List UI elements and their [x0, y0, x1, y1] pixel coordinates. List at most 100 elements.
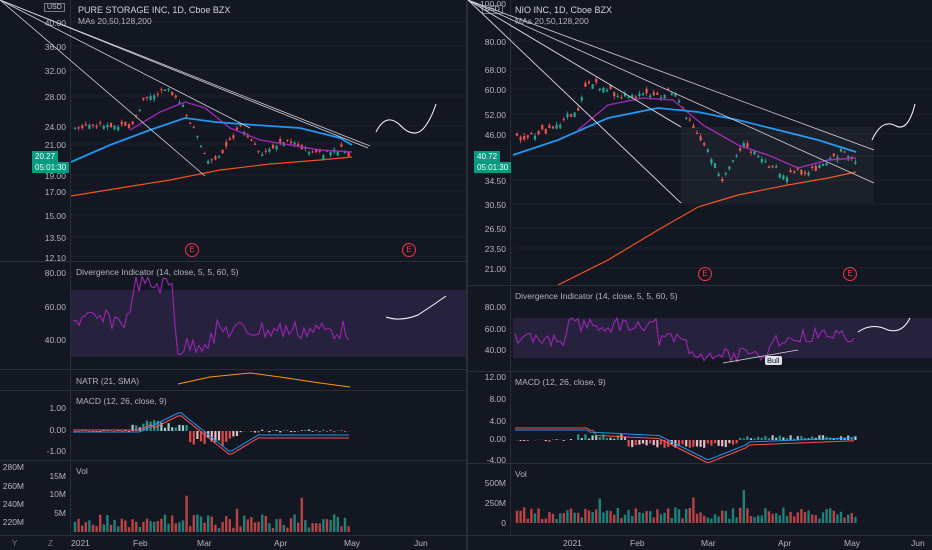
- volume-bar: [293, 514, 296, 532]
- volume-bar: [616, 507, 619, 523]
- left-chart-pane[interactable]: 40.00 36.00 32.00 28.00 24.00 21.00 19.0…: [0, 0, 466, 550]
- volume-bar: [670, 517, 673, 523]
- macd-histogram-bar: [782, 437, 785, 440]
- volume-bar: [641, 513, 645, 523]
- right-chart-canvas[interactable]: [468, 0, 932, 536]
- candle-body: [196, 135, 199, 138]
- volume-bar: [843, 517, 846, 523]
- volume-bar: [767, 511, 771, 523]
- volume-title[interactable]: Vol: [76, 466, 88, 476]
- candle-body: [225, 142, 228, 147]
- candle-body: [735, 155, 738, 157]
- price-label: 21.00: [484, 264, 506, 274]
- candle-body: [297, 143, 300, 146]
- volume-bar: [724, 511, 727, 523]
- divergence-indicator-title[interactable]: Divergence Indicator (14, close, 5, 5, 6…: [76, 267, 239, 277]
- time-label: Feb: [133, 538, 148, 548]
- volume-bar: [232, 527, 235, 532]
- macd-histogram-bar: [598, 436, 601, 440]
- candle-body: [81, 125, 84, 129]
- volume-bar: [749, 516, 753, 523]
- volume-bar: [803, 512, 807, 523]
- earnings-marker[interactable]: E: [698, 267, 712, 281]
- earnings-marker[interactable]: E: [843, 267, 857, 281]
- volume-title[interactable]: Vol: [515, 469, 527, 479]
- candle-body: [203, 152, 206, 155]
- right-chart-pane[interactable]: 100.00 80.00 68.00 60.00 52.00 46.00 34.…: [466, 0, 932, 550]
- macd-histogram-bar: [232, 431, 235, 437]
- macd-histogram-bar: [171, 427, 174, 431]
- candle-body: [275, 145, 278, 150]
- candle-body: [793, 171, 796, 173]
- candle-body: [753, 151, 756, 155]
- candle-body: [145, 96, 149, 99]
- volume-bar: [854, 516, 857, 523]
- volume-bar: [153, 521, 156, 532]
- candle-body: [73, 127, 77, 129]
- macd-title[interactable]: MACD (12, 26, close, 9): [76, 396, 167, 406]
- natr-title[interactable]: NATR (21, SMA): [76, 376, 140, 386]
- left-chart-canvas[interactable]: [0, 0, 466, 536]
- natr-line: [177, 372, 351, 388]
- ma-legend[interactable]: MAs 20,50,128,200: [515, 16, 589, 26]
- divergence-indicator-title[interactable]: Divergence Indicator (14, close, 5, 5, 6…: [515, 291, 678, 301]
- candle-body: [99, 122, 102, 124]
- candle-body: [667, 88, 670, 90]
- macd-histogram-bar: [605, 438, 609, 440]
- left-price-axis[interactable]: 40.00 36.00 32.00 28.00 24.00 21.00 19.0…: [0, 0, 71, 536]
- zoom-toggle[interactable]: Z: [48, 539, 53, 548]
- volume-bar: [81, 525, 84, 532]
- price-label: 52.00: [484, 110, 506, 120]
- earnings-marker[interactable]: E: [185, 243, 199, 257]
- volume-bar: [674, 507, 677, 523]
- symbol-title[interactable]: NIO INC, 1D, Cboe BZX: [515, 5, 613, 15]
- macd-title[interactable]: MACD (12, 26, close, 9): [515, 377, 606, 387]
- volume-bar: [163, 514, 167, 532]
- macd-histogram-bar: [613, 438, 616, 440]
- earnings-marker[interactable]: E: [402, 243, 416, 257]
- signal-line: [73, 415, 349, 455]
- volume-bar: [667, 508, 670, 523]
- div-label: 80.00: [484, 302, 506, 312]
- candle-body: [307, 152, 311, 155]
- time-axis[interactable]: 2021 Feb Mar Apr May Jun: [468, 535, 932, 550]
- candle-body: [340, 144, 343, 147]
- price-label: 30.50: [484, 200, 506, 210]
- signal-line: [515, 427, 855, 464]
- volume-bar: [706, 517, 709, 523]
- volume-bar: [181, 520, 185, 532]
- macd-histogram-bar: [325, 431, 329, 432]
- macd-histogram-bar: [167, 423, 170, 431]
- volume-bar: [825, 509, 828, 523]
- volume-bar: [311, 522, 314, 532]
- macd-histogram-bar: [138, 427, 141, 431]
- symbol-title[interactable]: PURE STORAGE INC, 1D, Cboe BZX: [78, 5, 231, 15]
- candle-body: [264, 150, 267, 153]
- macd-histogram-bar: [304, 430, 307, 431]
- price-label: 23.50: [484, 244, 506, 254]
- candle-body: [189, 122, 192, 124]
- candle-body: [84, 124, 87, 126]
- divergence-line: [514, 316, 855, 364]
- volume-bar: [185, 495, 188, 532]
- ma-legend[interactable]: MAs 20,50,128,200: [78, 16, 152, 26]
- volume-bar: [821, 512, 825, 523]
- vol-label: 240M: [2, 499, 24, 509]
- candle-body: [803, 172, 807, 174]
- candle-body: [106, 125, 109, 128]
- macd-histogram-bar: [322, 429, 325, 431]
- volume-bar: [613, 514, 616, 523]
- time-axis[interactable]: 2021 Feb Mar Apr May Jun Y Z: [0, 535, 466, 550]
- volume-bar: [109, 524, 113, 532]
- candle-body: [149, 95, 152, 100]
- ma-200-line: [70, 156, 353, 197]
- right-price-axis[interactable]: 100.00 80.00 68.00 60.00 52.00 46.00 34.…: [468, 0, 512, 536]
- pattern-zone: [681, 127, 874, 203]
- price-label: 80.00: [484, 37, 506, 47]
- candle-body: [153, 95, 156, 100]
- macd-histogram-bar: [289, 431, 293, 433]
- log-scale-toggle[interactable]: Y: [12, 539, 18, 548]
- price-label: 24.00: [44, 122, 66, 132]
- macd-label: -4.00: [486, 455, 506, 465]
- macd-histogram-bar: [548, 440, 551, 442]
